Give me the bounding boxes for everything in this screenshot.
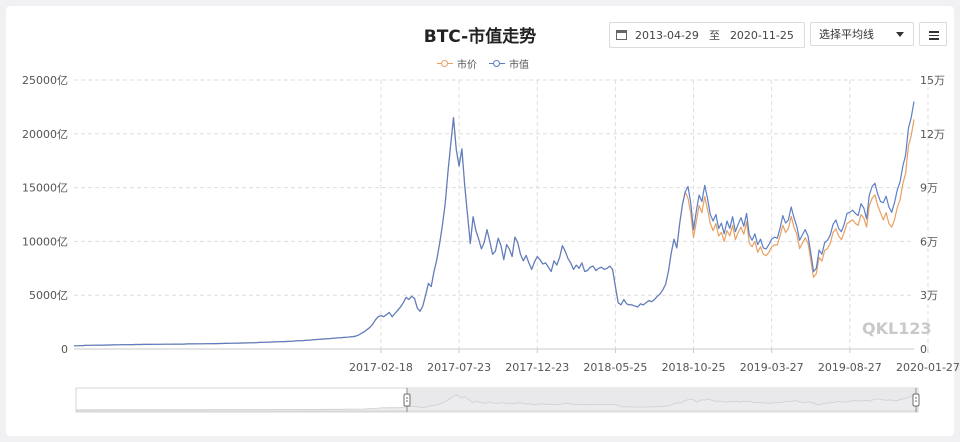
legend-price-icon — [437, 59, 453, 69]
calendar-icon — [616, 30, 627, 40]
y-left-tick-label: 15000亿 — [22, 182, 68, 195]
y-right-tick-label: 0 — [920, 343, 927, 356]
chevron-down-icon — [896, 31, 904, 37]
y-left-tick-label: 25000亿 — [22, 74, 68, 87]
legend-cap-label: 市值 — [509, 60, 529, 71]
zoom-handle-left[interactable] — [403, 393, 411, 407]
y-left-tick-label: 5000亿 — [29, 289, 68, 302]
chart-card — [6, 6, 954, 436]
menu-icon — [929, 31, 939, 33]
watermark: QKL123 — [862, 319, 932, 338]
axis-labels: 0 0 5000亿 3万 10000亿 6万 15000亿 9万 20000亿 12万 25000亿… — [22, 74, 960, 374]
series-price-line — [74, 117, 915, 347]
moving-average-select[interactable]: 选择平均线 — [810, 22, 914, 46]
y-left-tick-label: 0 — [61, 343, 68, 356]
x-tick-label: 2019-08-27 — [818, 361, 882, 374]
x-tick-label: 2020-01-27 — [896, 361, 960, 374]
date-range-picker[interactable]: 2013-04-29 至 2020-11-25 — [609, 22, 805, 48]
y-right-tick-label: 12万 — [920, 128, 945, 141]
x-tick-label: 2017-12-23 — [505, 361, 569, 374]
y-right-tick-label: 3万 — [920, 289, 938, 302]
menu-button[interactable] — [919, 22, 947, 46]
series-cap-line — [74, 101, 915, 347]
y-right-tick-label: 6万 — [920, 235, 938, 248]
x-tick-label: 2017-07-23 — [427, 361, 491, 374]
series-lines — [74, 101, 915, 347]
chart-legend: 市价 市值 — [437, 56, 541, 71]
legend-cap-icon — [489, 59, 505, 69]
grid-lines — [74, 79, 929, 353]
legend-item-cap[interactable]: 市值 — [489, 56, 529, 71]
moving-average-label: 选择平均线 — [819, 28, 874, 41]
zoom-preview-area — [75, 392, 919, 412]
x-tick-label: 2018-10-25 — [662, 361, 726, 374]
date-start[interactable]: 2013-04-29 — [635, 28, 699, 42]
y-right-tick-label: 15万 — [920, 74, 945, 87]
x-tick-label: 2017-02-18 — [349, 361, 413, 374]
zoom-handle-right[interactable] — [912, 393, 920, 407]
date-end[interactable]: 2020-11-25 — [729, 28, 794, 42]
legend-item-price[interactable]: 市价 — [437, 56, 477, 71]
x-tick-label: 2019-03-27 — [740, 361, 804, 374]
y-right-tick-label: 9万 — [920, 182, 938, 195]
zoom-slider[interactable] — [75, 387, 920, 413]
x-tick-label: 2018-05-25 — [583, 361, 647, 374]
y-left-tick-label: 20000亿 — [22, 128, 68, 141]
y-left-tick-label: 10000亿 — [22, 235, 68, 248]
chart-title: BTC-市值走势 — [423, 27, 537, 47]
date-separator: 至 — [708, 29, 720, 42]
legend-price-label: 市价 — [457, 60, 477, 71]
